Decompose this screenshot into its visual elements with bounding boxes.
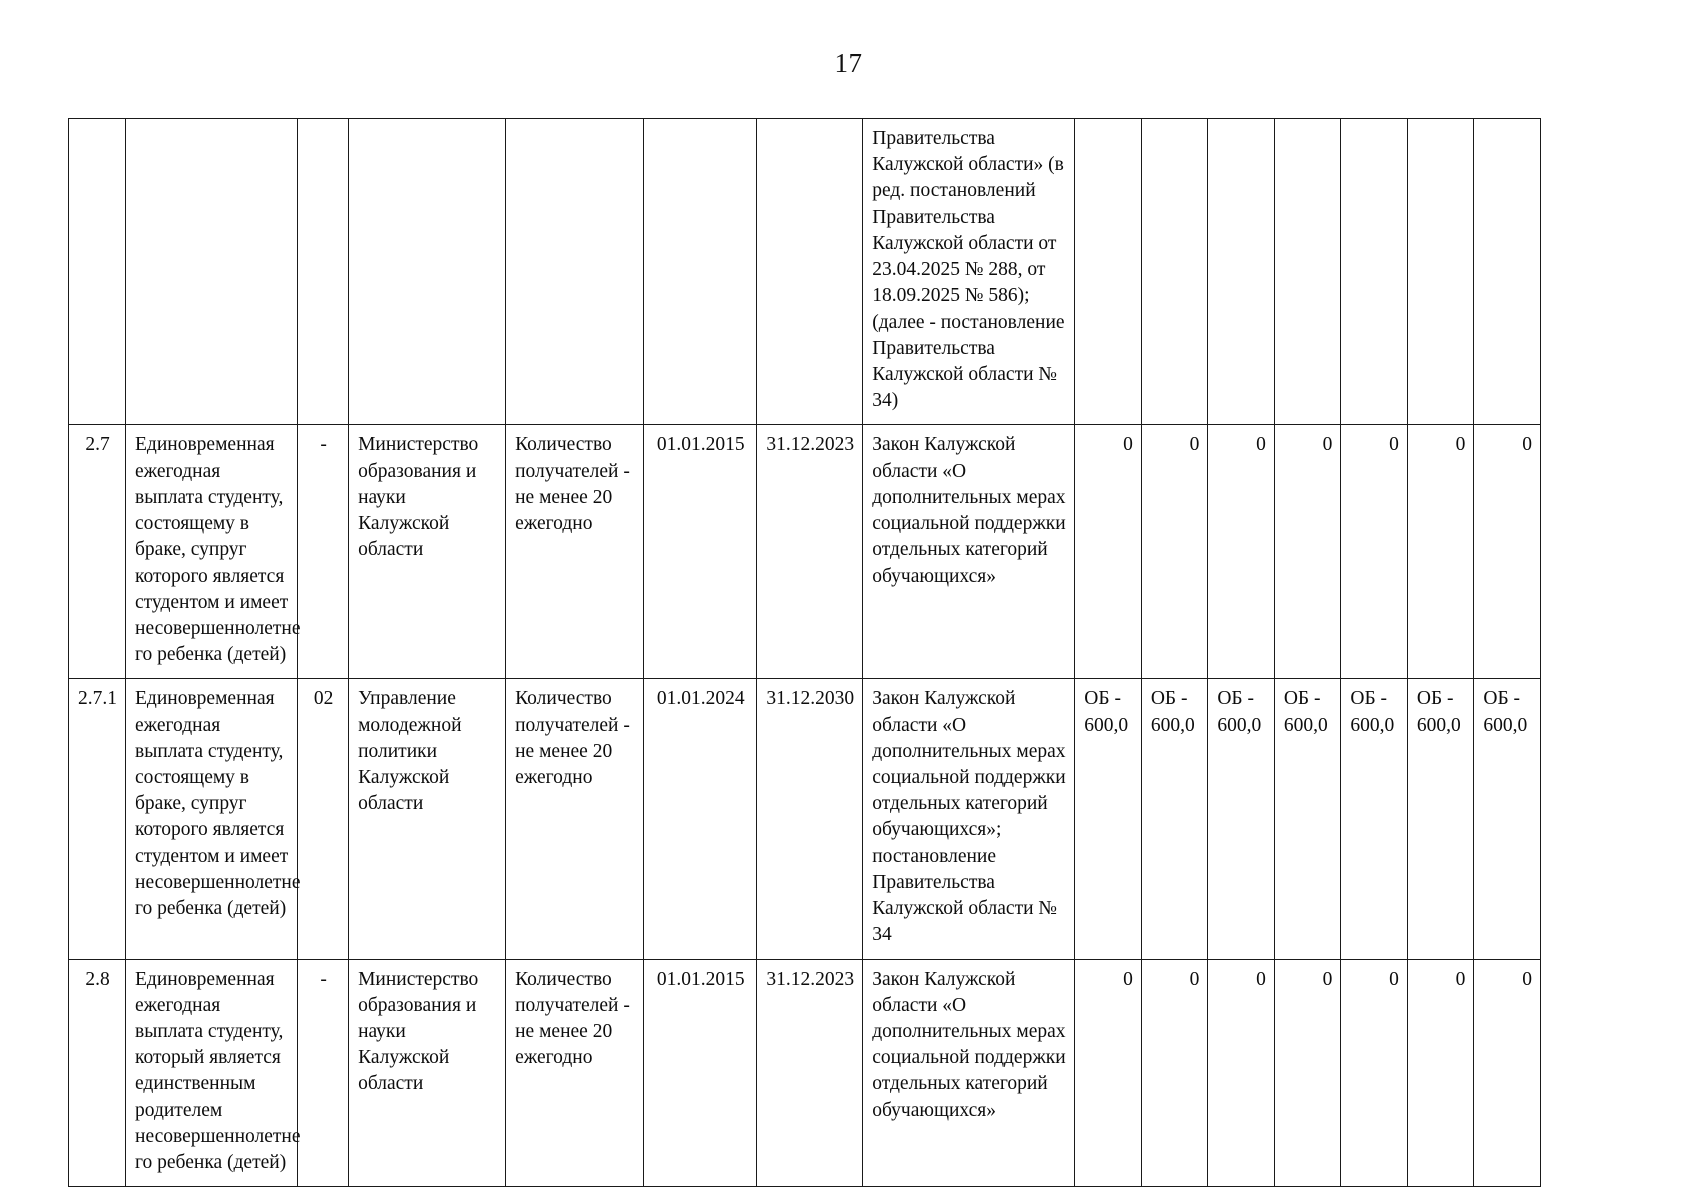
amount-source: ОБ -: [1416, 688, 1454, 710]
cell-amount: 0: [1473, 424, 1541, 680]
cell-date-to: 31.12.2023: [756, 424, 864, 680]
cell-number: 2.7.1: [67, 678, 127, 960]
cell-number: 2.7: [67, 424, 127, 680]
cell-date-from: 01.01.2015: [643, 424, 758, 680]
cell-organization: Управление молодежной политики Калужской…: [348, 678, 507, 960]
cell-amount: 0: [1340, 424, 1408, 680]
cell-date-to: [756, 117, 864, 426]
amount-source: ОБ -: [1084, 688, 1121, 710]
cell-amount: [1140, 117, 1209, 426]
cell-code: 02: [297, 678, 350, 960]
cell-date-to: 31.12.2030: [756, 678, 864, 960]
cell-measure-name: Единовременная ежегодная выплата студент…: [125, 424, 301, 680]
cell-amount: [1406, 117, 1475, 426]
cell-amount: 0: [1140, 958, 1209, 1188]
table-row: 2.7 Единовременная ежегодная выплата сту…: [67, 424, 1541, 680]
cell-legal-basis: Закон Калужской области «О дополнительны…: [862, 424, 1076, 680]
cell-legal-basis: Закон Калужской области «О дополнительны…: [862, 958, 1076, 1188]
cell-code: -: [297, 958, 350, 1188]
amount-source: ОБ -: [1217, 688, 1254, 710]
cell-organization: [348, 117, 507, 426]
amount-value: 600,0: [1283, 714, 1328, 736]
cell-amount: [1340, 117, 1408, 426]
cell-amount: 0: [1074, 424, 1142, 680]
table-row: 2.8 Единовременная ежегодная выплата сту…: [67, 958, 1541, 1188]
cell-date-from: 01.01.2015: [643, 958, 758, 1188]
cell-indicator: Количество получателей - не менее 20 еже…: [505, 678, 645, 960]
cell-measure-name: [125, 117, 299, 426]
cell-date-from: [643, 117, 758, 426]
amount-source: ОБ -: [1483, 688, 1521, 710]
amount-source: ОБ -: [1283, 688, 1321, 710]
amount-value: 600,0: [1350, 714, 1395, 736]
cell-date-from: 01.01.2024: [643, 678, 758, 960]
cell-amount: ОБ - 600,0: [1140, 678, 1209, 960]
cell-amount: 0: [1340, 958, 1408, 1188]
cell-number: 2.8: [67, 958, 127, 1188]
cell-indicator: [505, 117, 645, 426]
cell-date-to: 31.12.2023: [756, 958, 864, 1188]
cell-code: -: [297, 424, 350, 680]
cell-amount: [1074, 117, 1142, 426]
cell-amount: 0: [1140, 424, 1209, 680]
amount-value: 600,0: [1150, 714, 1195, 736]
page-number: 17: [834, 48, 863, 78]
cell-measure-name: Единовременная ежегодная выплата студент…: [125, 958, 301, 1188]
cell-legal-basis: Закон Калужской области «О дополнительны…: [862, 678, 1076, 960]
cell-amount: 0: [1207, 424, 1275, 680]
cell-amount: ОБ - 600,0: [1406, 678, 1475, 960]
cell-amount: [1473, 117, 1541, 426]
cell-amount: [1207, 117, 1275, 426]
cell-organization: Министерство образования и науки Калужск…: [348, 424, 507, 680]
cell-organization: Министерство образования и науки Калужск…: [348, 958, 507, 1188]
amount-source: ОБ -: [1350, 688, 1388, 710]
amount-value: 600,0: [1084, 714, 1129, 736]
cell-amount: 0: [1074, 958, 1142, 1188]
amount-source: ОБ -: [1150, 688, 1188, 710]
cell-amount: 0: [1273, 424, 1342, 680]
cell-amount: ОБ - 600,0: [1074, 678, 1142, 960]
cell-legal-basis: Правительства Калужской области» (в ред.…: [862, 117, 1076, 426]
cell-amount: [1273, 117, 1342, 426]
expenditure-measures-table: Правительства Калужской области» (в ред.…: [67, 117, 1541, 1188]
main-table-container: Правительства Калужской области» (в ред.…: [67, 117, 1541, 1188]
table-row: Правительства Калужской области» (в ред.…: [67, 117, 1541, 426]
cell-amount: 0: [1207, 958, 1275, 1188]
cell-number: [67, 117, 127, 426]
cell-amount: 0: [1473, 958, 1541, 1188]
amount-value: 600,0: [1416, 714, 1461, 736]
cell-amount: ОБ - 600,0: [1473, 678, 1541, 960]
cell-indicator: Количество получателей - не менее 20 еже…: [505, 424, 645, 680]
cell-code: [297, 117, 350, 426]
cell-amount: 0: [1406, 424, 1475, 680]
cell-measure-name: Единовременная ежегодная выплата студент…: [125, 678, 301, 960]
cell-amount: ОБ - 600,0: [1340, 678, 1408, 960]
cell-amount: ОБ - 600,0: [1273, 678, 1342, 960]
cell-amount: 0: [1273, 958, 1342, 1188]
table-row: 2.7.1 Единовременная ежегодная выплата с…: [67, 678, 1541, 960]
cell-amount: ОБ - 600,0: [1207, 678, 1275, 960]
cell-indicator: Количество получателей - не менее 20 еже…: [505, 958, 645, 1188]
amount-value: 600,0: [1483, 714, 1528, 736]
amount-value: 600,0: [1217, 714, 1262, 736]
cell-amount: 0: [1406, 958, 1475, 1188]
